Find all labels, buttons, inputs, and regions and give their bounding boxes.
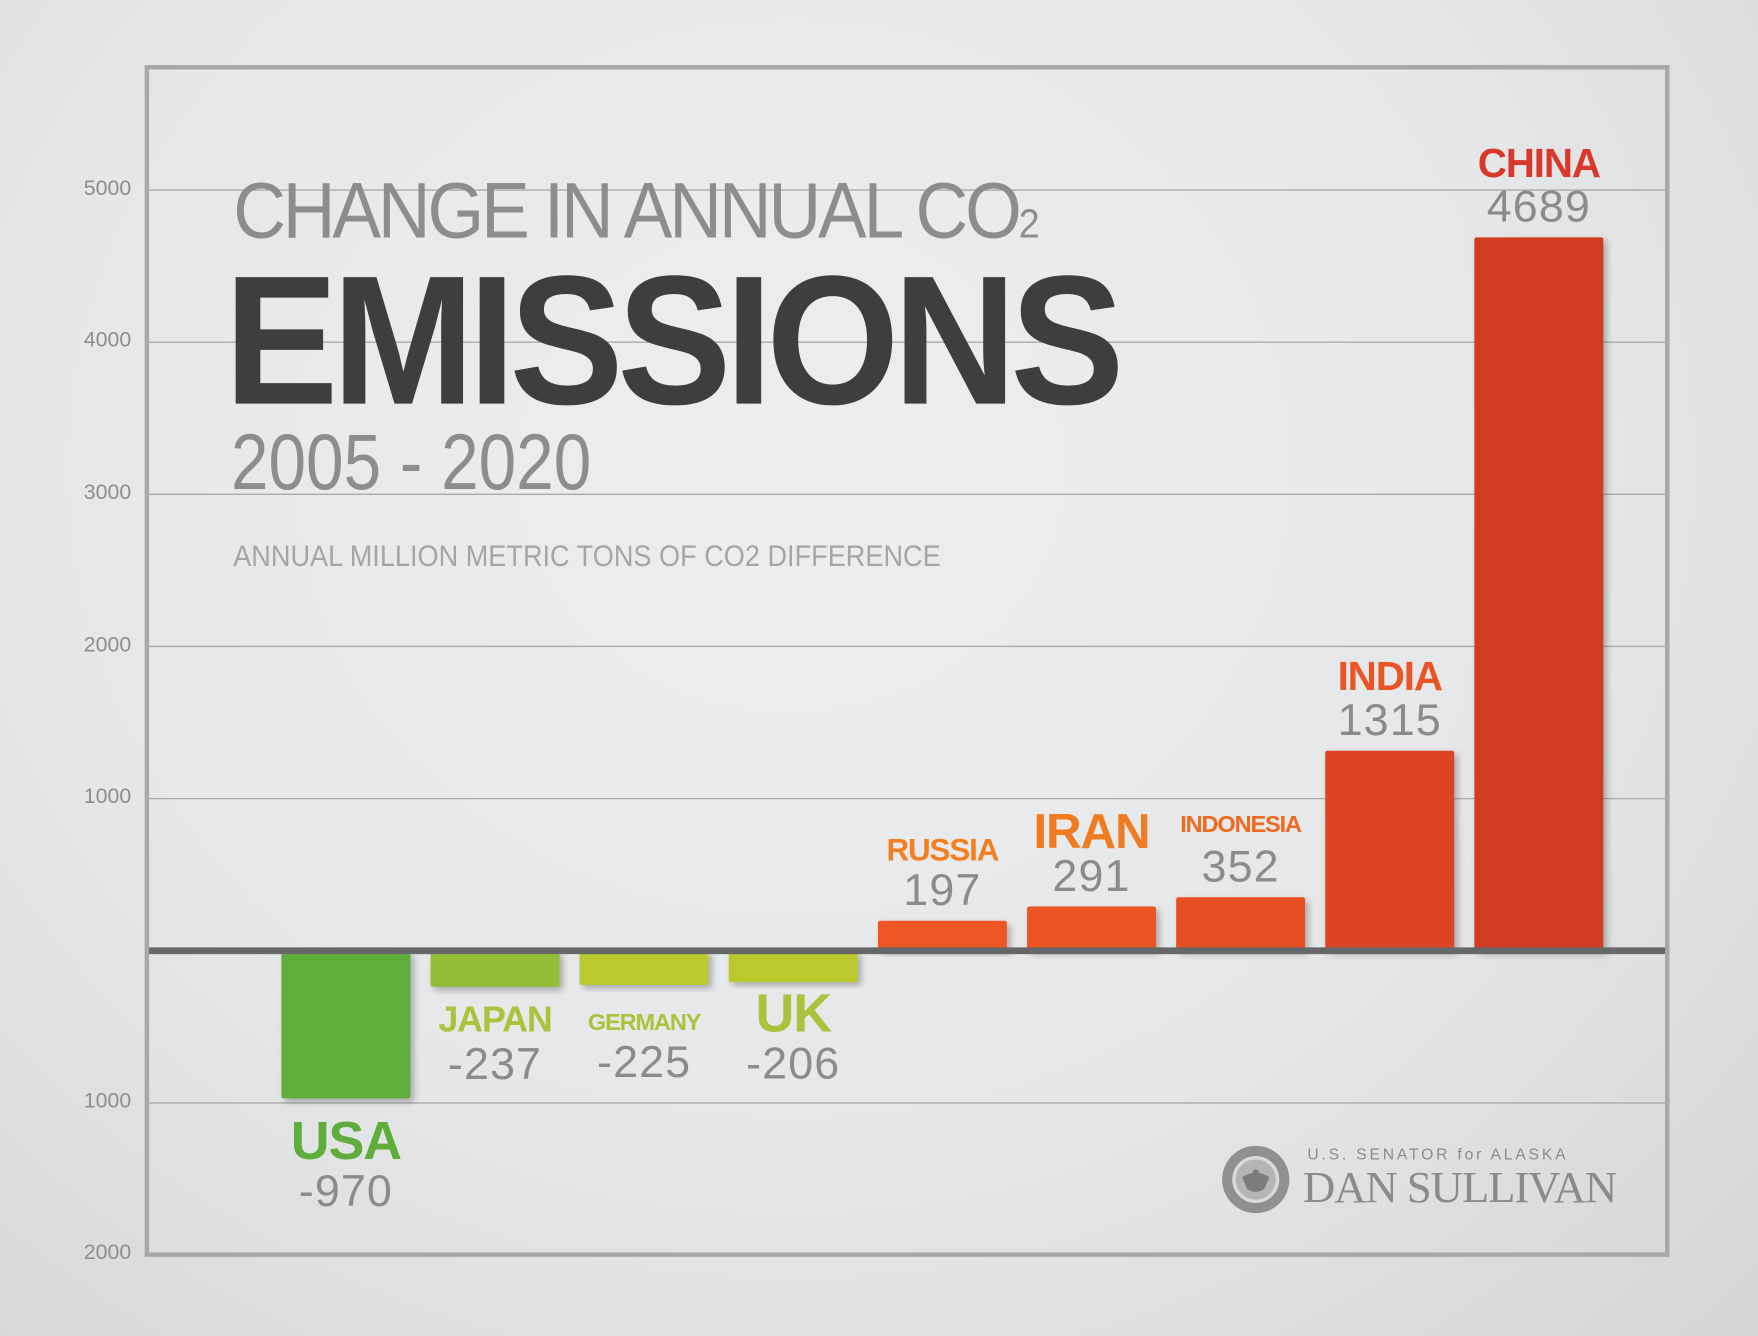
bar-uk [728, 950, 858, 983]
bar-value-label: 1315 [1338, 694, 1442, 745]
title-subscript: 2 [1018, 200, 1040, 247]
bar-value-label: 352 [1202, 841, 1280, 892]
bar-china [1474, 237, 1604, 951]
chart-title-emissions: EMISSIONS [224, 237, 1124, 443]
bar-value-label: -237 [448, 1038, 542, 1089]
bar-labels: USA-970JAPAN-237GERMANY-225UK-206RUSSIA1… [291, 140, 1602, 1216]
bar-indonesia [1176, 897, 1306, 951]
bar-value-label: 4689 [1487, 181, 1591, 232]
bar-germany [579, 950, 709, 986]
senate-seal-icon [1222, 1145, 1290, 1214]
bar-value-label: -206 [746, 1038, 840, 1089]
bar-category-label: CHINA [1478, 140, 1601, 186]
bar-category-label: INDIA [1338, 653, 1443, 699]
chart-subtitle: ANNUAL MILLION METRIC TONS OF CO2 DIFFER… [233, 539, 941, 573]
chart-title-line1: CHANGE IN ANNUAL CO2 [233, 166, 1039, 256]
bar-iran [1027, 906, 1156, 951]
branding-senator-line: U.S. SENATOR for ALASKA [1307, 1144, 1569, 1163]
title-line1-text: CHANGE IN ANNUAL CO [233, 167, 1022, 255]
y-tick-label: 5000 [83, 176, 132, 201]
bar-category-label: IRAN [1033, 804, 1149, 859]
bar-category-label: USA [291, 1111, 401, 1171]
bar-russia [877, 920, 1007, 951]
bar-india [1325, 750, 1455, 951]
bar-value-label: -970 [299, 1165, 393, 1216]
bars [281, 237, 1604, 1099]
branding-name: DAN SULLIVAN [1302, 1161, 1617, 1213]
y-tick-label: 2000 [83, 1241, 132, 1266]
bar-value-label: 291 [1052, 850, 1130, 901]
bar-category-label: RUSSIA [886, 832, 998, 867]
bar-category-label: GERMANY [588, 1009, 702, 1035]
y-tick-label: 2000 [83, 633, 132, 657]
y-tick-label: 3000 [83, 480, 132, 505]
bar-value-label: -225 [597, 1036, 691, 1087]
bar-japan [430, 950, 560, 987]
bar-category-label: JAPAN [438, 1000, 551, 1040]
bar-value-label: 197 [903, 864, 981, 915]
bar-category-label: UK [756, 983, 833, 1043]
y-tick-label: 4000 [83, 328, 132, 353]
bar-category-label: INDONESIA [1180, 811, 1302, 837]
chart-title-years: 2005 - 2020 [230, 418, 592, 506]
plot-frame [144, 65, 1670, 1257]
bar-usa [281, 950, 411, 1099]
y-tick-label: 1000 [83, 1089, 132, 1114]
y-tick-label: 1000 [83, 785, 132, 809]
